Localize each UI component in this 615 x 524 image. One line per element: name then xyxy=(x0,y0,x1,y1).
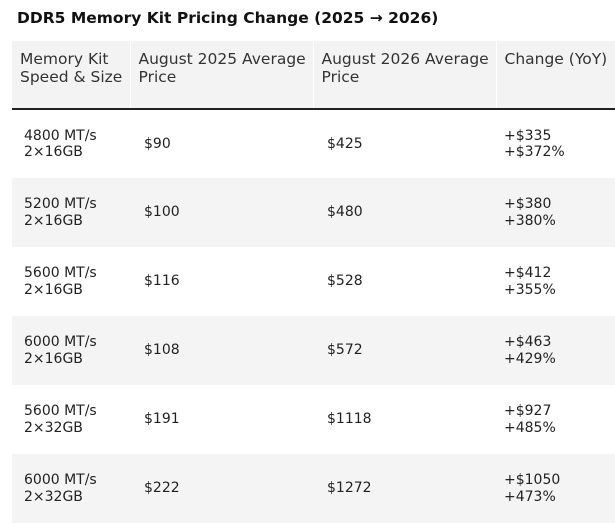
table-row: 4800 MT/s 2×16GB $90 $425 +$335 +$372% xyxy=(12,109,615,178)
change-absolute: +$412 xyxy=(504,265,552,281)
speed-size-cell: 6000 MT/s 2×16GB xyxy=(12,316,130,385)
kit-size: 2×32GB xyxy=(24,488,83,505)
column-header-change: Change (YoY) xyxy=(495,41,615,110)
table-row: 6000 MT/s 2×16GB $108 $572 +$463 +429% xyxy=(12,316,615,385)
change-absolute: +$335 xyxy=(504,127,552,144)
page-title: DDR5 Memory Kit Pricing Change (2025 → 2… xyxy=(17,9,439,27)
change-cell: +$463 +429% xyxy=(496,316,615,385)
speed-size-cell: 5600 MT/s 2×16GB xyxy=(12,247,130,316)
price-2026-cell: $572 xyxy=(313,316,496,385)
change-percent: +$372% xyxy=(504,144,565,160)
kit-speed: 5600 MT/s xyxy=(24,265,97,281)
price-2026-cell: $425 xyxy=(327,135,363,152)
kit-speed: 4800 MT/s xyxy=(24,127,97,144)
change-cell: +$412 +355% xyxy=(496,247,615,316)
price-2026-cell: $480 xyxy=(313,178,496,247)
change-absolute: +$1050 xyxy=(504,472,561,488)
kit-speed: 6000 MT/s xyxy=(24,472,97,488)
kit-speed: 5600 MT/s xyxy=(24,403,97,419)
column-header-2025-price: August 2025 Average Price xyxy=(129,41,313,110)
speed-size-cell: 5200 MT/s 2×16GB xyxy=(12,178,130,247)
price-2025-cell: $191 xyxy=(144,411,180,428)
change-percent: +485% xyxy=(504,419,556,436)
price-2026-cell: $528 xyxy=(327,273,363,290)
change-percent: +429% xyxy=(504,350,556,367)
speed-size-cell: 5600 MT/s 2×32GB xyxy=(12,385,130,454)
pricing-table: Memory Kit Speed & Size August 2025 Aver… xyxy=(12,41,615,523)
price-2025-cell: $222 xyxy=(130,454,313,523)
change-percent: +380% xyxy=(504,212,556,229)
kit-size: 2×32GB xyxy=(24,419,83,436)
kit-size: 2×16GB xyxy=(24,281,83,298)
price-2025-cell: $90 xyxy=(144,135,171,152)
column-header-2026-price: August 2026 Average Price xyxy=(312,41,496,110)
price-2025-cell: $116 xyxy=(144,273,180,290)
change-percent: +473% xyxy=(504,488,556,505)
change-absolute: +$927 xyxy=(504,403,552,419)
table-row: 6000 MT/s 2×32GB $222 $1272 +$1050 +473% xyxy=(12,454,615,523)
table-row: 5200 MT/s 2×16GB $100 $480 +$380 +380% xyxy=(12,178,615,247)
speed-size-cell: 4800 MT/s 2×16GB xyxy=(12,109,130,178)
kit-size: 2×16GB xyxy=(24,144,83,160)
speed-size-cell: 6000 MT/s 2×32GB xyxy=(12,454,130,523)
table-row: 5600 MT/s 2×32GB $191 $1118 +$927 +485% xyxy=(12,385,615,454)
table-row: 5600 MT/s 2×16GB $116 $528 +$412 +355% xyxy=(12,247,615,316)
price-2025-cell: $100 xyxy=(130,178,313,247)
kit-size: 2×16GB xyxy=(24,350,83,367)
change-cell: +$335 +$372% xyxy=(496,109,615,178)
kit-speed: 5200 MT/s xyxy=(24,196,97,212)
header-row: Memory Kit Speed & Size August 2025 Aver… xyxy=(12,41,615,110)
change-absolute: +$380 xyxy=(504,196,552,212)
change-cell: +$380 +380% xyxy=(496,178,615,247)
kit-speed: 6000 MT/s xyxy=(24,334,97,350)
price-2026-cell: $1118 xyxy=(327,411,372,428)
table-body: 4800 MT/s 2×16GB $90 $425 +$335 +$372% 5200 MT… xyxy=(12,109,615,523)
price-2025-cell: $108 xyxy=(130,316,313,385)
column-header-speed-size: Memory Kit Speed & Size xyxy=(12,41,130,110)
table-header: Memory Kit Speed & Size August 2025 Aver… xyxy=(12,41,615,110)
price-2026-cell: $1272 xyxy=(313,454,496,523)
change-absolute: +$463 xyxy=(504,334,552,350)
change-percent: +355% xyxy=(504,281,556,298)
change-cell: +$927 +485% xyxy=(496,385,615,454)
kit-size: 2×16GB xyxy=(24,212,83,229)
change-cell: +$1050 +473% xyxy=(496,454,615,523)
